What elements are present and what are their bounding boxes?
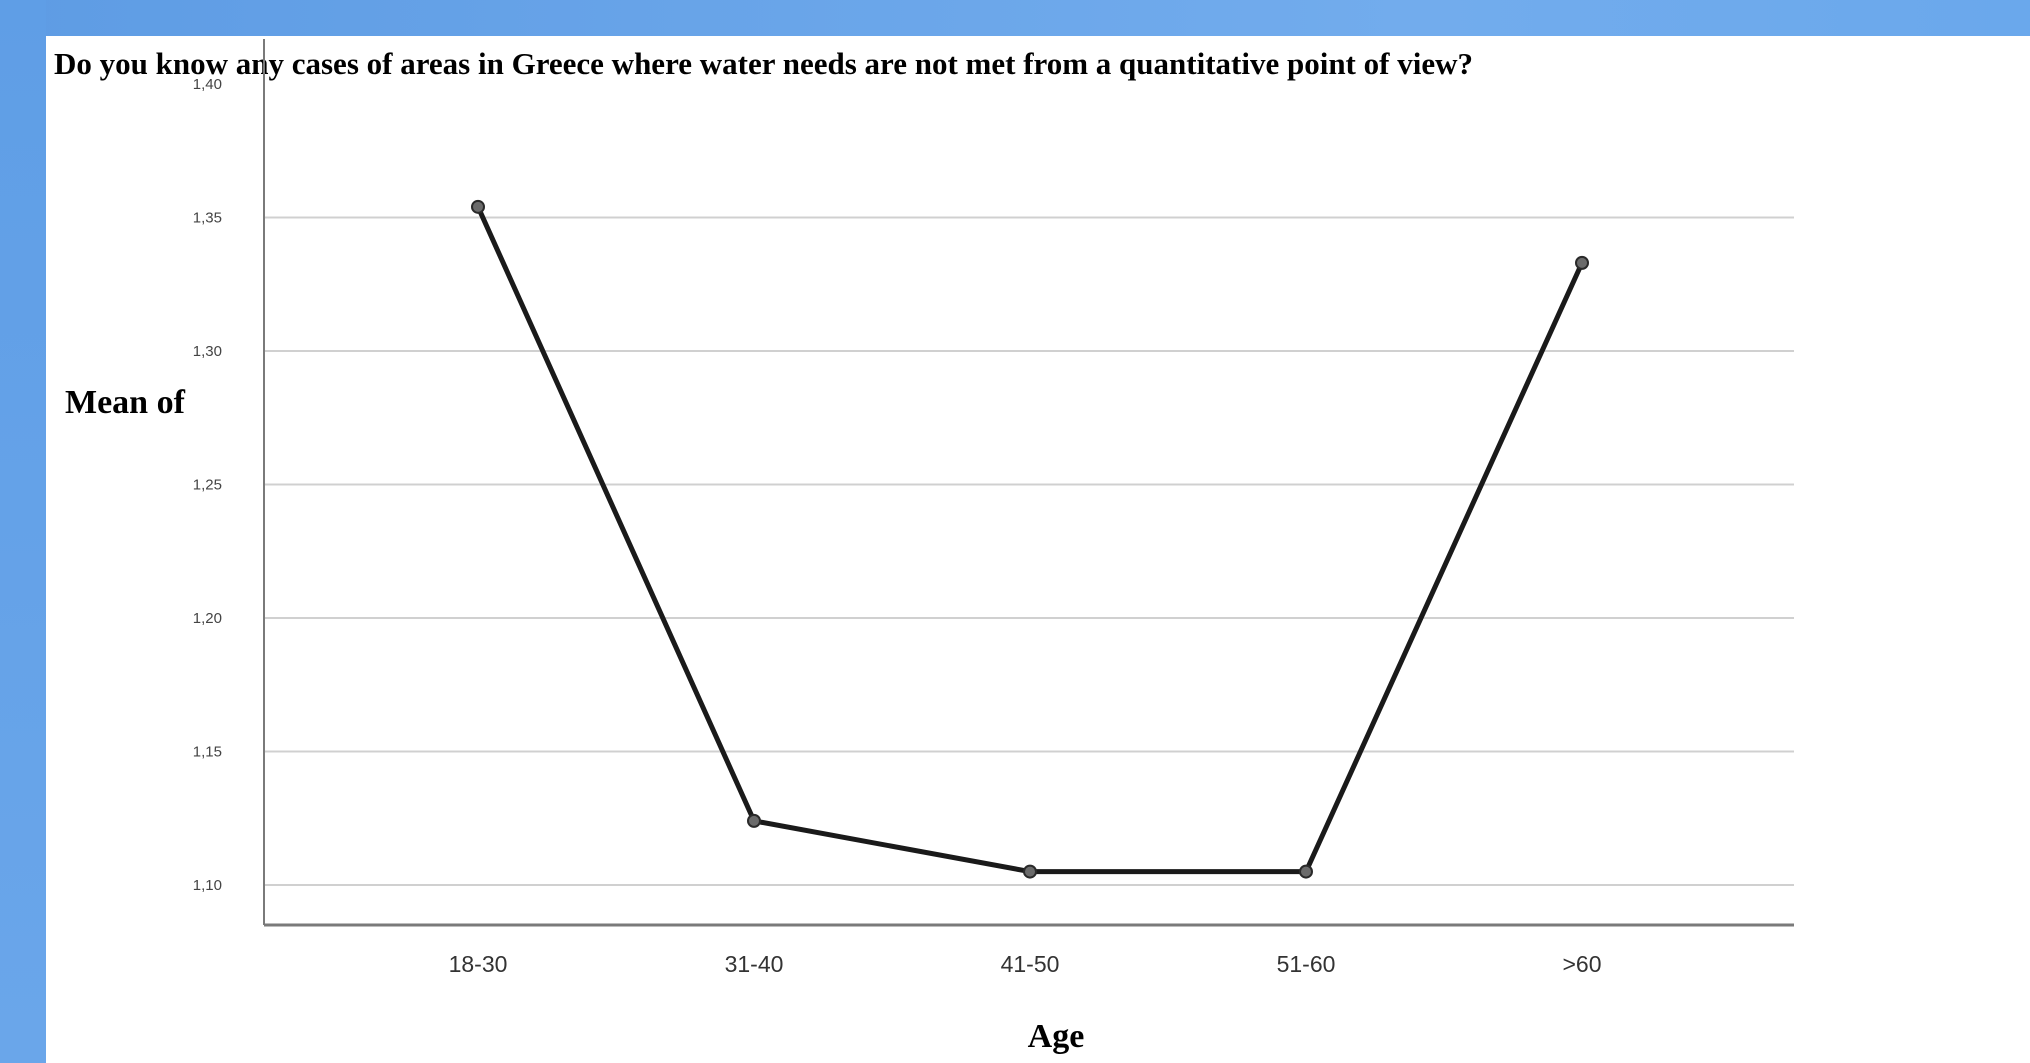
y-tick-label: 1,30: [193, 343, 222, 360]
data-point: [747, 813, 761, 828]
data-point: [471, 199, 485, 214]
y-tick-label: 1,35: [193, 209, 222, 226]
x-tick-label: >60: [1562, 951, 1601, 977]
chart-title: Do you know any cases of areas in Greece…: [54, 46, 1473, 81]
slide-top-band: [0, 0, 2030, 36]
data-point: [1023, 864, 1037, 879]
y-tick-label: 1,20: [193, 610, 222, 627]
y-tick-label: 1,10: [193, 877, 222, 894]
y-tick-label: 1,15: [193, 743, 222, 760]
slide-left-band: [0, 0, 46, 1063]
data-point: [1575, 255, 1589, 270]
chart-panel: Do you know any cases of areas in Greece…: [46, 36, 2030, 1063]
y-tick-label: 1,40: [193, 76, 222, 93]
x-tick-label: 51-60: [1277, 951, 1336, 977]
x-tick-label: 41-50: [1001, 951, 1060, 977]
x-tick-label: 31-40: [725, 951, 784, 977]
y-axis-label: Mean of: [65, 384, 185, 421]
data-point: [1299, 864, 1313, 879]
y-tick-label: 1,25: [193, 476, 222, 493]
series-line: [475, 204, 1585, 875]
x-axis-label: Age: [1027, 1018, 1085, 1055]
x-tick-label: 18-30: [449, 951, 508, 977]
